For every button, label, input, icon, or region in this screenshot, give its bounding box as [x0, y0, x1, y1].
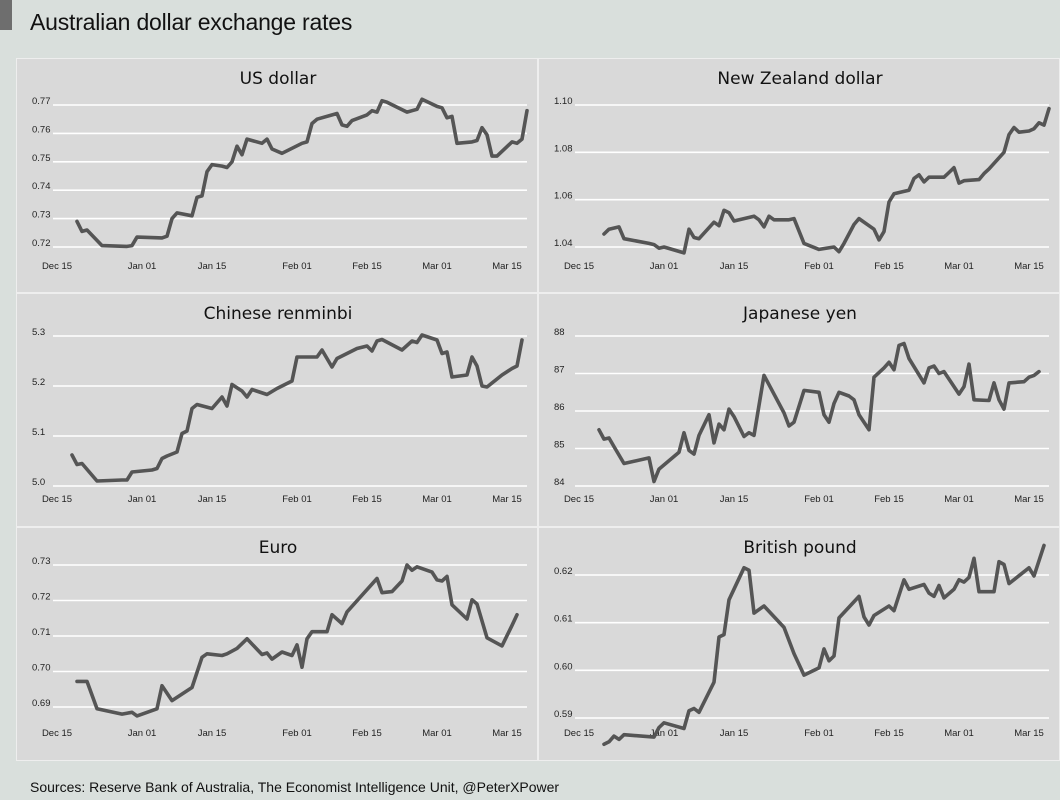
japanese-yen-y-tick-label: 86: [554, 402, 565, 413]
us-dollar-y-tick-label: 0.76: [32, 124, 51, 135]
chart-new-zealand-dollar: New Zealand dollar 1.04 1.06 1.08 1.10 Dec 15…: [554, 69, 1051, 272]
british-pound-x-tick-label: Jan 15: [720, 728, 749, 739]
new-zealand-dollar-x-tick-label: Jan 15: [720, 261, 749, 272]
chinese-renminbi-x-tick-label: Feb 01: [282, 494, 312, 505]
us-dollar-x-tick-label: Dec 15: [42, 261, 72, 272]
us-dollar-x-tick-label: Jan 15: [198, 261, 227, 272]
us-dollar-y-tick-label: 0.74: [32, 181, 51, 192]
euro-y-tick-label: 0.73: [32, 556, 51, 567]
japanese-yen-x-tick-label: Jan 01: [650, 494, 679, 505]
us-dollar-x-tick-label: Mar 01: [422, 261, 452, 272]
new-zealand-dollar-x-tick-label: Mar 01: [944, 261, 974, 272]
euro-y-tick-label: 0.69: [32, 698, 51, 709]
euro-x-tick-label: Feb 01: [282, 728, 312, 739]
chinese-renminbi-y-tick-label: 5.1: [32, 427, 45, 438]
source-note: Sources: Reserve Bank of Australia, The …: [30, 779, 560, 795]
british-pound-x-tick-label: Feb 01: [804, 728, 834, 739]
chart-panel-japanese-yen: Japanese yen 84 85 86 87 88 Dec 15 Jan 01 Jan 15…: [538, 293, 1060, 527]
us-dollar-title: US dollar: [240, 69, 317, 89]
us-dollar-x-tick-label: Mar 15: [492, 261, 522, 272]
chinese-renminbi-x-tick-label: Dec 15: [42, 494, 72, 505]
japanese-yen-x-tick-label: Mar 01: [944, 494, 974, 505]
chinese-renminbi-x-tick-label: Mar 01: [422, 494, 452, 505]
chart-panel-british-pound: British pound 0.59 0.60 0.61 0.62 Dec 15 Jan 0…: [538, 527, 1060, 761]
chart-grid: US dollar 0.72 0.73 0.74 0.75 0.76 0.77 Dec 15 J…: [16, 58, 1060, 761]
chart-panel-euro: Euro 0.69 0.70 0.71 0.72 0.73 Dec 15 Jan 01 Jan …: [16, 527, 538, 761]
british-pound-series-line: [602, 543, 1046, 746]
japanese-yen-x-tick-label: Feb 15: [874, 494, 904, 505]
japanese-yen-y-tick-label: 88: [554, 327, 565, 338]
new-zealand-dollar-title: New Zealand dollar: [717, 69, 882, 89]
chinese-renminbi-y-tick-label: 5.0: [32, 477, 45, 488]
euro-title: Euro: [259, 538, 298, 558]
chart-us-dollar: US dollar 0.72 0.73 0.74 0.75 0.76 0.77 Dec 15 J…: [32, 69, 529, 272]
us-dollar-x-tick-label: Jan 01: [128, 261, 157, 272]
japanese-yen-x-tick-label: Dec 15: [564, 494, 594, 505]
chart-panel-new-zealand-dollar: New Zealand dollar 1.04 1.06 1.08 1.10 Dec 15…: [538, 58, 1060, 293]
new-zealand-dollar-x-tick-label: Feb 15: [874, 261, 904, 272]
british-pound-x-tick-label: Jan 01: [650, 728, 679, 739]
new-zealand-dollar-y-tick-label: 1.10: [554, 96, 573, 107]
chinese-renminbi-x-tick-label: Jan 15: [198, 494, 227, 505]
euro-x-tick-label: Mar 15: [492, 728, 522, 739]
chinese-renminbi-series-line: [70, 333, 524, 483]
new-zealand-dollar-x-tick-label: Jan 01: [650, 261, 679, 272]
euro-x-tick-label: Jan 15: [198, 728, 227, 739]
euro-x-tick-label: Jan 01: [128, 728, 157, 739]
japanese-yen-x-tick-label: Jan 15: [720, 494, 749, 505]
us-dollar-x-tick-label: Feb 01: [282, 261, 312, 272]
euro-x-tick-label: Feb 15: [352, 728, 382, 739]
corner-mark: [0, 0, 12, 30]
chinese-renminbi-x-tick-label: Mar 15: [492, 494, 522, 505]
euro-x-tick-label: Dec 15: [42, 728, 72, 739]
chart-british-pound: British pound 0.59 0.60 0.61 0.62 Dec 15 Jan 0…: [554, 538, 1049, 746]
us-dollar-y-tick-label: 0.73: [32, 210, 51, 221]
us-dollar-y-tick-label: 0.72: [32, 238, 51, 249]
chart-japanese-yen: Japanese yen 84 85 86 87 88 Dec 15 Jan 01 Jan 15…: [554, 304, 1049, 505]
japanese-yen-x-tick-label: Feb 01: [804, 494, 834, 505]
chinese-renminbi-x-tick-label: Jan 01: [128, 494, 157, 505]
british-pound-x-tick-label: Mar 01: [944, 728, 974, 739]
japanese-yen-series-line: [597, 341, 1041, 484]
us-dollar-x-tick-label: Feb 15: [352, 261, 382, 272]
page-title: Australian dollar exchange rates: [30, 9, 353, 35]
british-pound-y-tick-label: 0.61: [554, 614, 573, 625]
euro-y-tick-label: 0.70: [32, 663, 51, 674]
new-zealand-dollar-series-line: [602, 106, 1051, 255]
british-pound-y-tick-label: 0.60: [554, 661, 573, 672]
euro-y-tick-label: 0.72: [32, 592, 51, 603]
euro-series-line: [75, 563, 519, 718]
british-pound-y-tick-label: 0.59: [554, 709, 573, 720]
japanese-yen-title: Japanese yen: [742, 304, 857, 324]
new-zealand-dollar-y-tick-label: 1.06: [554, 191, 573, 202]
british-pound-x-tick-label: Feb 15: [874, 728, 904, 739]
british-pound-x-tick-label: Dec 15: [564, 728, 594, 739]
chart-panel-chinese-renminbi: Chinese renminbi 5.0 5.1 5.2 5.3 Dec 15 Jan 01…: [16, 293, 538, 527]
new-zealand-dollar-x-tick-label: Feb 01: [804, 261, 834, 272]
japanese-yen-y-tick-label: 85: [554, 440, 565, 451]
us-dollar-y-tick-label: 0.75: [32, 153, 51, 164]
euro-y-tick-label: 0.71: [32, 627, 51, 638]
british-pound-x-tick-label: Mar 15: [1014, 728, 1044, 739]
british-pound-y-tick-label: 0.62: [554, 566, 573, 577]
us-dollar-y-tick-label: 0.77: [32, 96, 51, 107]
chart-euro: Euro 0.69 0.70 0.71 0.72 0.73 Dec 15 Jan 01 Jan …: [32, 538, 527, 739]
chart-panel-us-dollar: US dollar 0.72 0.73 0.74 0.75 0.76 0.77 Dec 15 J…: [16, 58, 538, 293]
japanese-yen-x-tick-label: Mar 15: [1014, 494, 1044, 505]
new-zealand-dollar-x-tick-label: Mar 15: [1014, 261, 1044, 272]
japanese-yen-y-tick-label: 84: [554, 477, 565, 488]
british-pound-title: British pound: [743, 538, 856, 558]
chinese-renminbi-y-tick-label: 5.2: [32, 377, 45, 388]
new-zealand-dollar-y-tick-label: 1.08: [554, 143, 573, 154]
chinese-renminbi-title: Chinese renminbi: [204, 304, 353, 324]
chart-chinese-renminbi: Chinese renminbi 5.0 5.1 5.2 5.3 Dec 15 Jan 01…: [32, 304, 527, 505]
euro-x-tick-label: Mar 01: [422, 728, 452, 739]
chinese-renminbi-x-tick-label: Feb 15: [352, 494, 382, 505]
new-zealand-dollar-x-tick-label: Dec 15: [564, 261, 594, 272]
chinese-renminbi-y-tick-label: 5.3: [32, 327, 45, 338]
japanese-yen-y-tick-label: 87: [554, 365, 565, 376]
us-dollar-series-line: [75, 97, 529, 249]
new-zealand-dollar-y-tick-label: 1.04: [554, 238, 573, 249]
